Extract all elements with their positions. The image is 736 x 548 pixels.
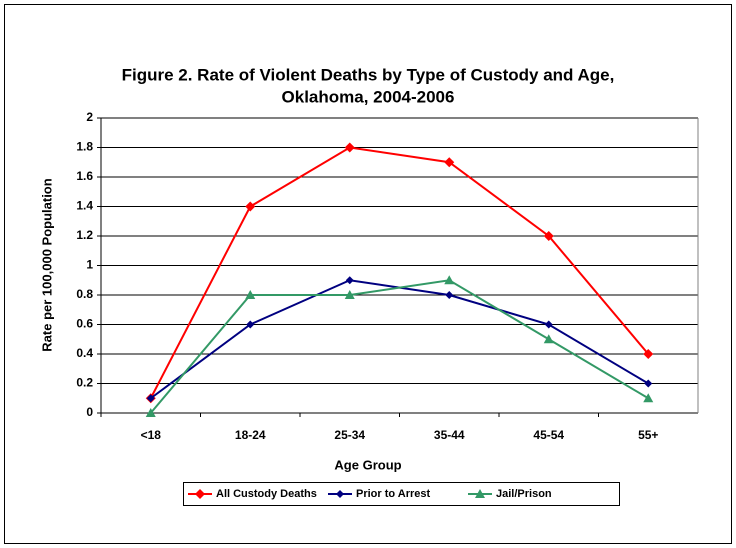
y-tick-label: 1.4 — [76, 199, 93, 213]
data-point — [643, 349, 654, 359]
y-tick-label: 1 — [86, 258, 93, 272]
data-point — [345, 276, 354, 285]
x-tick-label: 45-54 — [533, 428, 564, 442]
x-axis-title: Age Group — [334, 457, 401, 472]
y-axis-title: Rate per 100,000 Population — [39, 178, 54, 351]
data-point — [644, 379, 653, 388]
x-tick-label: 35-44 — [434, 428, 465, 442]
data-point — [344, 142, 355, 153]
data-point — [145, 408, 156, 417]
legend-marker — [475, 489, 485, 498]
data-point — [344, 290, 355, 299]
x-tick-label: <18 — [141, 428, 162, 442]
data-point — [444, 275, 455, 285]
legend-label: All Custody Deaths — [216, 488, 317, 500]
data-point — [643, 393, 654, 403]
series-line — [149, 279, 649, 414]
y-tick-label: 1.2 — [76, 228, 93, 242]
data-point — [245, 201, 256, 212]
data-point — [445, 291, 454, 299]
x-tick-label: 18-24 — [235, 428, 266, 442]
y-tick-label: 1.6 — [76, 169, 93, 183]
chart-title: Oklahoma, 2004-2006 — [282, 87, 455, 106]
data-point — [246, 320, 255, 329]
y-tick-label: 1.8 — [76, 140, 93, 154]
chart-title: Figure 2. Rate of Violent Deaths by Type… — [122, 65, 615, 84]
legend-label: Prior to Arrest — [356, 488, 431, 500]
y-tick-label: 2 — [86, 110, 93, 124]
data-point — [544, 320, 553, 329]
data-point — [146, 394, 155, 403]
chart-frame — [4, 4, 732, 544]
legend-marker — [195, 489, 205, 499]
data-point — [543, 334, 554, 344]
y-tick-label: 0 — [86, 405, 93, 419]
y-tick-label: 0.4 — [76, 346, 93, 360]
data-point — [543, 231, 554, 241]
data-point — [245, 290, 256, 299]
y-tick-label: 0.8 — [76, 287, 93, 301]
y-tick-label: 0.6 — [76, 317, 93, 331]
legend-label: Jail/Prison — [496, 488, 552, 500]
legend-marker — [336, 490, 344, 498]
y-tick-label: 0.2 — [76, 376, 93, 390]
x-tick-label: 25-34 — [334, 428, 365, 442]
legend-frame — [183, 482, 620, 506]
x-tick-label: 55+ — [638, 428, 658, 442]
data-point — [444, 157, 455, 168]
series-line — [149, 146, 650, 399]
